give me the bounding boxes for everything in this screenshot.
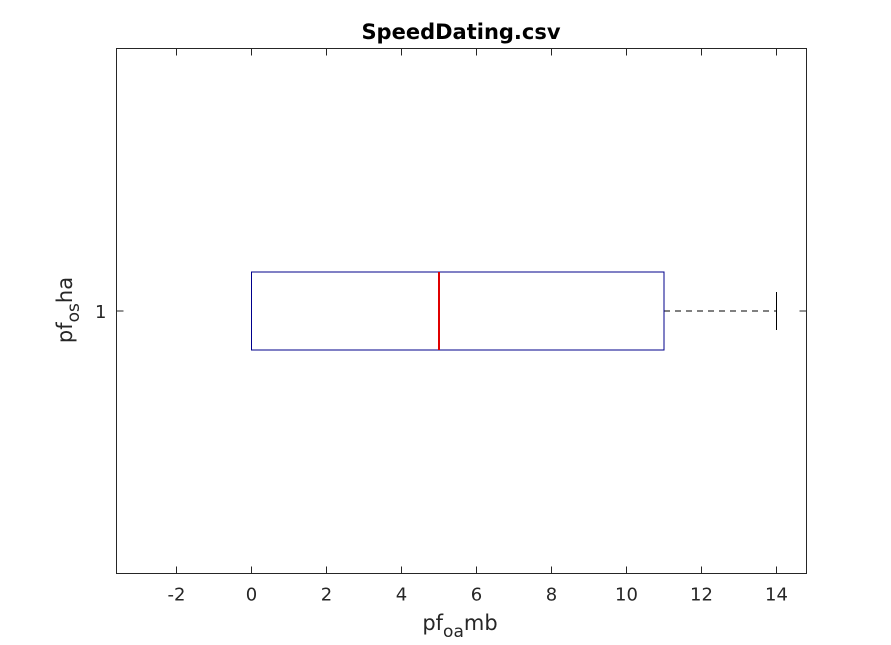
chart-title: SpeedDating.csv (361, 20, 560, 44)
y-axis: 1 (95, 302, 807, 323)
x-tick-label: -2 (168, 585, 186, 606)
x-tick-label: 8 (546, 585, 557, 606)
x-axis-label: pfoamb (422, 611, 497, 642)
iqr-box (251, 271, 665, 351)
x-tick-label: 0 (246, 585, 257, 606)
x-axis: -2 0 2 4 6 8 10 12 14 (168, 48, 788, 606)
x-tick-label: 14 (765, 585, 788, 606)
x-tick-label: 4 (396, 585, 407, 606)
x-tick-label: 2 (321, 585, 332, 606)
x-tick-label: 12 (690, 585, 713, 606)
box-series (251, 271, 777, 351)
x-tick-label: 10 (615, 585, 638, 606)
y-tick-label: 1 (95, 302, 106, 323)
x-tick-label: 6 (471, 585, 482, 606)
y-axis-label: pfosha (53, 277, 84, 343)
